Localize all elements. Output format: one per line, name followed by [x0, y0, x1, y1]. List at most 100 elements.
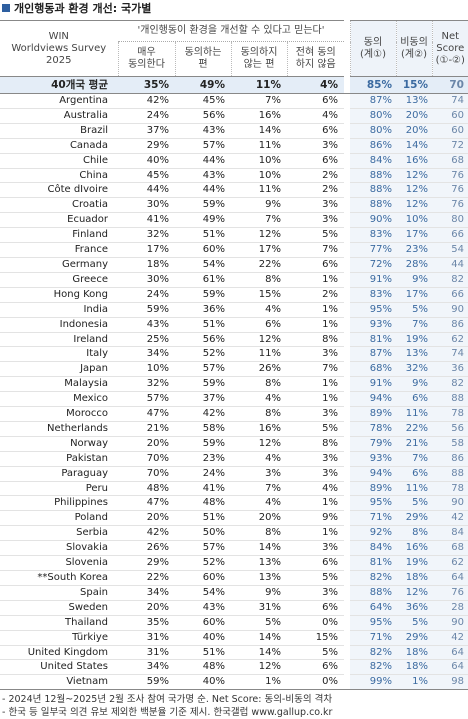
- cell-value: 40%: [175, 630, 231, 646]
- cell-value: 10%: [231, 153, 287, 169]
- cell-value: 81%: [350, 555, 396, 571]
- cell-value: 9%: [396, 376, 432, 393]
- column-header: 동의 (계①): [349, 20, 396, 77]
- country-row: Philippines 47% 48% 4% 1% 95% 5% 90: [0, 495, 468, 512]
- cell-value: 29%: [396, 630, 432, 646]
- cell-value: 42%: [118, 93, 175, 109]
- cell-value: 4%: [287, 108, 344, 124]
- cell-value: 44%: [175, 182, 231, 199]
- cell-value: 6%: [231, 317, 287, 333]
- country-name: Malaysia: [0, 376, 118, 393]
- cell-value: 74: [432, 346, 468, 363]
- cell-value: 1%: [287, 525, 344, 542]
- cell-value: 91%: [350, 272, 396, 288]
- gap: [344, 421, 350, 437]
- country-row: France 17% 60% 17% 7% 77% 23% 54: [0, 242, 468, 258]
- header-line: Worldviews Survey: [11, 42, 107, 54]
- gap: [344, 406, 350, 422]
- cell-value: 82%: [350, 645, 396, 661]
- title-icon: [2, 4, 10, 12]
- gap: [344, 585, 350, 601]
- cell-value: 90: [432, 495, 468, 512]
- cell-value: 44%: [118, 182, 175, 199]
- cell-value: 24%: [118, 287, 175, 303]
- cell-value: 16%: [396, 153, 432, 169]
- survey-label: WIN Worldviews Survey 2025: [0, 20, 118, 77]
- header-line: 동의하는: [184, 47, 222, 58]
- cell-value: 89%: [350, 481, 396, 497]
- cell-value: 78: [432, 481, 468, 497]
- cell-value: 0%: [287, 615, 344, 631]
- cell-value: 84: [432, 525, 468, 542]
- country-row: Slovenia 29% 52% 13% 6% 81% 19% 62: [0, 555, 468, 571]
- cell-value: 30%: [118, 272, 175, 288]
- country-row: United States 34% 48% 12% 6% 82% 18% 64: [0, 659, 468, 676]
- cell-value: 4%: [287, 76, 344, 94]
- cell-value: 94%: [350, 391, 396, 408]
- cell-value: 91%: [350, 376, 396, 393]
- cell-value: 2%: [287, 287, 344, 303]
- cell-value: 3%: [287, 197, 344, 214]
- cell-value: 5%: [287, 645, 344, 661]
- cell-value: 49%: [175, 76, 231, 94]
- cell-value: 10%: [396, 212, 432, 229]
- country-name: Slovenia: [0, 555, 118, 571]
- country-row: Ireland 25% 56% 12% 8% 81% 19% 62: [0, 332, 468, 348]
- cell-value: 45%: [175, 93, 231, 109]
- cell-value: 6%: [287, 153, 344, 169]
- cell-value: 88: [432, 391, 468, 408]
- gap: [344, 495, 350, 511]
- cell-value: 2%: [287, 168, 344, 184]
- cell-value: 12%: [396, 197, 432, 214]
- cell-value: 43%: [175, 123, 231, 139]
- footer: - 2024년 12월~2025년 2월 조사 참여 국가명 순. Net Sc…: [0, 690, 468, 719]
- cell-value: 80: [432, 212, 468, 229]
- country-row: Pakistan 70% 23% 4% 3% 93% 7% 86: [0, 451, 468, 467]
- country-name: Chile: [0, 153, 118, 169]
- country-row: Chile 40% 44% 10% 6% 84% 16% 68: [0, 153, 468, 169]
- cell-value: 13%: [396, 346, 432, 363]
- country-row: Slovakia 26% 57% 14% 3% 84% 16% 68: [0, 540, 468, 557]
- cell-value: 19%: [396, 555, 432, 571]
- cell-value: 30%: [118, 197, 175, 214]
- country-row: Mexico 57% 37% 4% 1% 94% 6% 88: [0, 391, 468, 408]
- country-name: Vietnam: [0, 674, 118, 691]
- country-name: Canada: [0, 138, 118, 154]
- country-name: Ecuador: [0, 212, 118, 229]
- cell-value: 11%: [396, 481, 432, 497]
- country-row: China 45% 43% 10% 2% 88% 12% 76: [0, 168, 468, 184]
- cell-value: 78: [432, 406, 468, 422]
- cell-value: 57%: [118, 391, 175, 408]
- country-row: Serbia 42% 50% 8% 1% 92% 8% 84: [0, 525, 468, 542]
- cell-value: 14%: [231, 645, 287, 661]
- cell-value: 16%: [231, 108, 287, 124]
- gap: [344, 659, 350, 675]
- cell-value: 64: [432, 659, 468, 676]
- country-name: Brazil: [0, 123, 118, 139]
- gap: [344, 674, 350, 691]
- gap: [344, 257, 350, 273]
- gap: [344, 227, 350, 243]
- cell-value: 17%: [118, 242, 175, 258]
- gap: [344, 212, 350, 228]
- cell-value: 10%: [118, 361, 175, 378]
- cell-value: 12%: [396, 585, 432, 601]
- cell-value: 7%: [396, 317, 432, 333]
- average-row: 40개국 평균 35% 49% 11% 4% 85% 15% 70: [0, 76, 468, 94]
- cell-value: 20%: [396, 123, 432, 139]
- cell-value: 6%: [287, 123, 344, 139]
- country-row: **South Korea 22% 60% 13% 5% 82% 18% 64: [0, 570, 468, 586]
- country-name: United Kingdom: [0, 645, 118, 661]
- cell-value: 22%: [231, 257, 287, 273]
- cell-value: 24%: [118, 108, 175, 124]
- cell-value: 20%: [118, 436, 175, 452]
- country-row: Greece 30% 61% 8% 1% 91% 9% 82: [0, 272, 468, 288]
- cell-value: 31%: [118, 630, 175, 646]
- cell-value: 32%: [396, 361, 432, 378]
- gap: [344, 93, 350, 109]
- cell-value: 58%: [175, 421, 231, 437]
- cell-value: 3%: [287, 346, 344, 363]
- cell-value: 57%: [175, 361, 231, 378]
- cell-value: 60%: [175, 242, 231, 258]
- cell-value: 90: [432, 302, 468, 318]
